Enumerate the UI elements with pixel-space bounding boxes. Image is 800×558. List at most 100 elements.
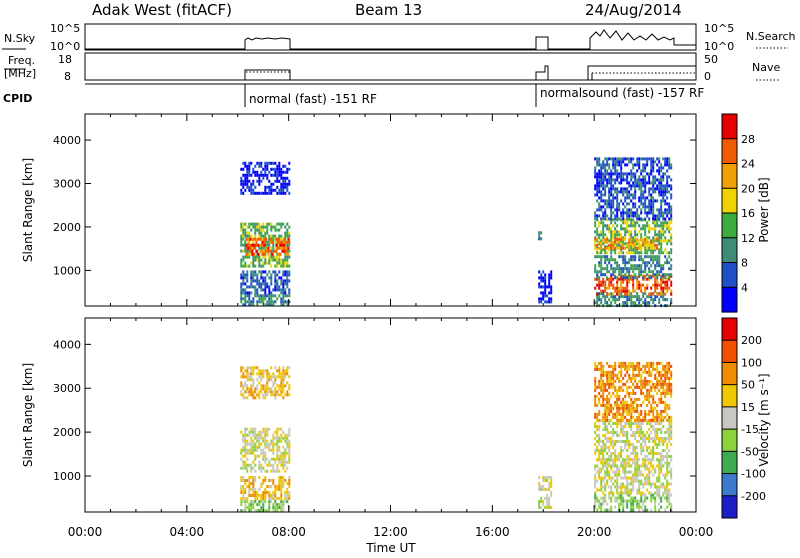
echo-cell bbox=[658, 224, 661, 228]
echo-cell bbox=[636, 406, 639, 410]
echo-cell bbox=[256, 378, 259, 382]
echo-cell bbox=[244, 384, 247, 388]
echo-cell bbox=[270, 264, 273, 268]
echo-cell bbox=[638, 255, 641, 259]
echo-cell bbox=[664, 373, 667, 377]
echo-cell bbox=[638, 499, 641, 503]
echo-cell bbox=[286, 255, 289, 259]
echo-cell bbox=[628, 157, 631, 161]
echo-cell bbox=[626, 499, 629, 503]
echo-cell bbox=[640, 251, 643, 255]
echo-cell bbox=[606, 295, 609, 299]
echo-cell bbox=[652, 211, 655, 215]
echo-cell bbox=[650, 172, 653, 176]
echo-cell bbox=[258, 282, 261, 286]
echo-cell bbox=[596, 163, 599, 167]
echo-cell bbox=[624, 172, 627, 176]
echo-cell bbox=[604, 473, 607, 477]
echo-cell bbox=[606, 400, 609, 404]
echo-cell bbox=[280, 457, 283, 461]
echo-cell bbox=[269, 237, 272, 241]
echo-cell bbox=[602, 178, 605, 182]
echo-cell bbox=[622, 508, 625, 512]
echo-cell bbox=[594, 400, 597, 404]
echo-cell bbox=[670, 239, 673, 243]
echo-cell bbox=[252, 297, 255, 301]
echo-cell bbox=[606, 160, 609, 164]
echo-cell bbox=[602, 233, 605, 237]
echo-cell bbox=[256, 273, 259, 277]
echo-cell bbox=[594, 479, 597, 483]
y-tick-label: 2000 bbox=[53, 221, 81, 234]
echo-cell bbox=[602, 412, 605, 416]
echo-cell bbox=[616, 406, 619, 410]
echo-cell bbox=[266, 176, 269, 180]
echo-cell bbox=[596, 292, 599, 296]
echo-cell bbox=[632, 270, 635, 274]
echo-cell bbox=[666, 181, 669, 185]
echo-cell bbox=[634, 364, 637, 368]
echo-cell bbox=[652, 208, 655, 212]
echo-cell bbox=[284, 491, 287, 494]
echo-cell bbox=[262, 261, 265, 265]
echo-cell bbox=[648, 370, 651, 374]
echo-cell bbox=[618, 163, 621, 167]
echo-cell bbox=[614, 258, 617, 262]
echo-cell bbox=[640, 193, 643, 197]
echo-cell bbox=[596, 251, 599, 255]
echo-cell bbox=[542, 294, 545, 298]
echo-cell bbox=[266, 469, 269, 473]
echo-cell bbox=[244, 430, 247, 434]
echo-cell bbox=[240, 476, 243, 479]
echo-cell bbox=[654, 508, 657, 512]
echo-cell bbox=[544, 279, 547, 283]
echo-cell bbox=[630, 428, 633, 431]
echo-cell bbox=[542, 285, 545, 289]
echo-cell bbox=[262, 276, 265, 280]
echo-cell bbox=[650, 295, 653, 299]
echo-cell bbox=[244, 300, 247, 304]
echo-cell bbox=[640, 217, 643, 221]
echo-cell bbox=[604, 425, 607, 428]
echo-cell bbox=[278, 375, 281, 379]
echo-cell bbox=[264, 393, 267, 397]
echo-cell bbox=[636, 452, 639, 455]
echo-cell bbox=[666, 187, 669, 191]
echo-cell bbox=[604, 406, 607, 410]
echo-cell bbox=[280, 427, 283, 431]
echo-cell bbox=[626, 364, 629, 368]
echo-cell bbox=[252, 442, 255, 446]
echo-cell bbox=[618, 403, 621, 407]
colorbar-tick-label: 200 bbox=[741, 334, 762, 347]
echo-cell bbox=[650, 437, 653, 440]
echo-cell bbox=[252, 188, 255, 192]
echo-cell bbox=[254, 445, 257, 449]
echo-cell bbox=[272, 445, 275, 449]
echo-cell bbox=[666, 280, 669, 284]
echo-cell bbox=[656, 163, 659, 167]
echo-cell bbox=[274, 500, 277, 504]
echo-cell bbox=[600, 382, 603, 386]
echo-cell bbox=[596, 237, 599, 241]
echo-cell bbox=[638, 370, 641, 374]
echo-cell bbox=[648, 482, 651, 486]
echo-cell bbox=[630, 218, 633, 222]
echo-cell bbox=[648, 394, 651, 398]
echo-cell bbox=[244, 179, 247, 183]
echo-cell bbox=[276, 375, 279, 379]
echo-cell bbox=[278, 179, 281, 183]
echo-cell bbox=[600, 403, 603, 407]
echo-cell bbox=[652, 273, 655, 277]
echo-cell bbox=[620, 488, 623, 492]
echo-cell bbox=[252, 500, 255, 504]
echo-cell bbox=[644, 434, 647, 437]
echo-cell bbox=[608, 391, 611, 395]
echo-cell bbox=[602, 491, 605, 495]
echo-cell bbox=[240, 276, 243, 280]
echo-cell bbox=[260, 506, 263, 510]
echo-cell bbox=[634, 461, 637, 465]
echo-cell bbox=[652, 270, 655, 274]
echo-cell bbox=[628, 385, 631, 389]
echo-cell bbox=[598, 286, 601, 290]
echo-cell bbox=[624, 491, 627, 495]
